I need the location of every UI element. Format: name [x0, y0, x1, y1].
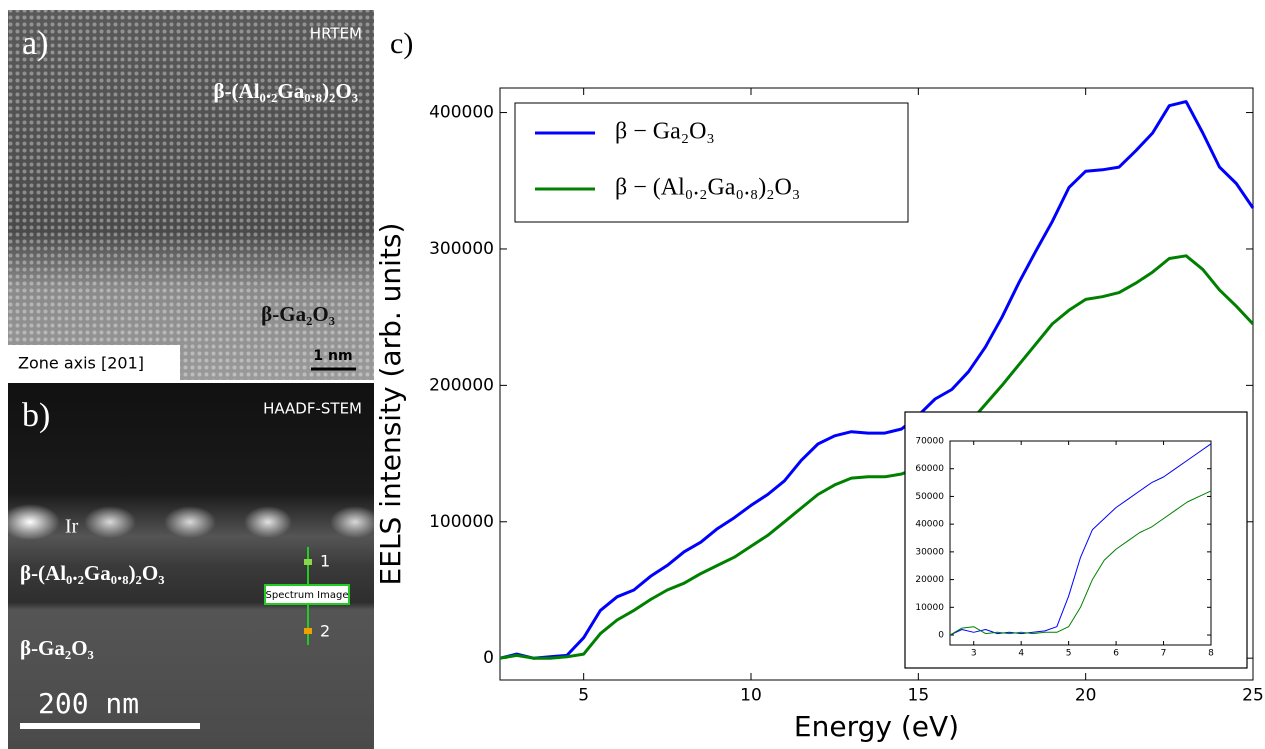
point-label: 1: [320, 552, 330, 571]
y-tick-label: 40000: [915, 520, 944, 530]
y-tick-label: 30000: [915, 547, 944, 557]
legend-frame: [514, 102, 909, 223]
lattice-texture: [8, 10, 374, 380]
ir-particle: [330, 506, 380, 538]
legend-label: β − Ga₂O₃: [615, 119, 715, 145]
inset-frame: [904, 411, 1248, 669]
y-tick-label: 400000: [429, 103, 494, 123]
layer-label: β-Ga₂O₃: [261, 302, 335, 326]
series-line: [949, 490, 1212, 636]
x-tick-label: 4: [1018, 649, 1024, 659]
point-marker: [304, 559, 312, 565]
x-tick-label: 10: [740, 685, 762, 705]
layer-label: β-Ga₂O₃: [20, 636, 94, 660]
scale-bar: [20, 723, 200, 729]
scale-bar-label: 200 nm: [38, 687, 139, 720]
layer-label: β-(Al₀.₂Ga₀.₈)₂O₃: [20, 561, 165, 585]
panel-label: c): [390, 27, 413, 60]
series-line: [499, 254, 1255, 660]
y-tick-label: 20000: [915, 575, 944, 585]
x-tick-label: 6: [1113, 649, 1119, 659]
y-tick-label: 100000: [429, 512, 494, 532]
y-tick-label: 50000: [915, 492, 944, 502]
y-axis-label: EELS intensity (arb. units): [374, 223, 407, 586]
mode-label: HRTEM: [310, 25, 362, 43]
y-tick-label: 0: [483, 648, 494, 668]
panel-b: b) HAADF-STEM Ir β-(Al₀.₂Ga₀.₈)₂O₃ β-Ga₂…: [0, 383, 380, 749]
ir-label: Ir: [65, 516, 79, 538]
y-tick-label: 60000: [915, 464, 944, 474]
panel-label: a): [22, 25, 48, 62]
y-tick-label: 10000: [915, 603, 944, 613]
ir-particle: [84, 506, 136, 538]
x-tick-label: 8: [1208, 649, 1214, 659]
y-tick-label: 200000: [429, 375, 494, 395]
chart: 0 10000 20000 30000 40000 50000 60000 70000 3 4 5 6…: [904, 411, 1248, 669]
panel-a: a) HRTEM β-(Al₀.₂Ga₀.₈)₂O₃ β-Ga₂O₃ Zone …: [8, 10, 374, 380]
spectrum-label: Spectrum Image: [266, 590, 349, 601]
y-tick-label: 300000: [429, 239, 494, 259]
stem-image: [8, 383, 374, 749]
x-tick-label: 7: [1161, 649, 1167, 659]
zone-axis: Zone axis [201]: [18, 354, 144, 373]
x-tick-label: 15: [908, 685, 930, 705]
ir-particle: [244, 506, 292, 538]
layer-label: β-(Al₀.₂Ga₀.₈)₂O₃: [214, 79, 359, 103]
y-tick-label: 0: [938, 631, 944, 641]
spectrum-box: [264, 584, 350, 605]
series-line: [499, 100, 1255, 660]
scale-bar-label: 1 nm: [313, 348, 352, 364]
legend-label: β − (Al₀.₂Ga₀.₈)₂O₃: [615, 175, 800, 201]
label-box: [8, 345, 180, 380]
ir-particle: [164, 506, 216, 538]
panel-label: b): [22, 397, 50, 434]
x-tick-label: 3: [971, 649, 977, 659]
x-tick-label: 25: [1242, 685, 1264, 705]
x-axis-label: Energy (eV): [794, 710, 959, 743]
point-marker: [304, 628, 312, 634]
mode-label: HAADF-STEM: [263, 400, 362, 418]
point-label: 2: [320, 622, 330, 641]
x-tick-label: 20: [1075, 685, 1097, 705]
x-tick-label: 5: [578, 685, 589, 705]
y-tick-label: 70000: [915, 437, 944, 447]
plot-frame: [499, 87, 1254, 681]
ir-particle: [0, 504, 60, 540]
x-tick-label: 5: [1066, 649, 1072, 659]
plot-frame: [949, 440, 1212, 646]
